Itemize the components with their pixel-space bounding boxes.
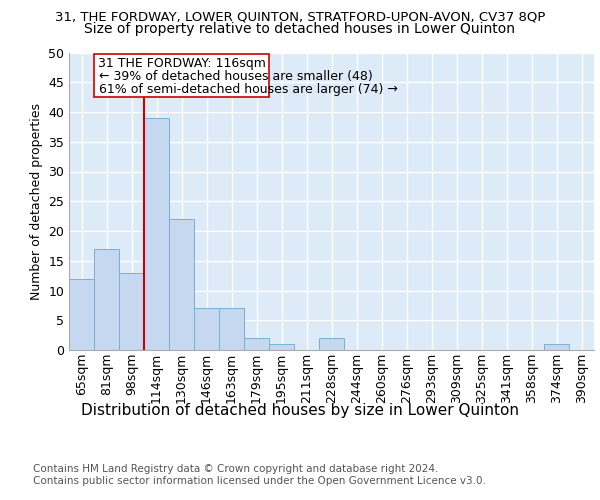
Text: 61% of semi-detached houses are larger (74) →: 61% of semi-detached houses are larger (… xyxy=(99,84,398,96)
Bar xyxy=(269,344,294,350)
Text: Size of property relative to detached houses in Lower Quinton: Size of property relative to detached ho… xyxy=(85,22,515,36)
Y-axis label: Number of detached properties: Number of detached properties xyxy=(29,103,43,300)
Bar xyxy=(144,118,169,350)
Bar xyxy=(94,54,269,97)
Bar xyxy=(94,249,119,350)
Text: 31, THE FORDWAY, LOWER QUINTON, STRATFORD-UPON-AVON, CV37 8QP: 31, THE FORDWAY, LOWER QUINTON, STRATFOR… xyxy=(55,10,545,23)
Text: Contains HM Land Registry data © Crown copyright and database right 2024.: Contains HM Land Registry data © Crown c… xyxy=(33,464,439,474)
Text: Contains public sector information licensed under the Open Government Licence v3: Contains public sector information licen… xyxy=(33,476,486,486)
Bar xyxy=(244,338,269,350)
Text: 31 THE FORDWAY: 116sqm: 31 THE FORDWAY: 116sqm xyxy=(98,58,265,70)
Bar xyxy=(219,308,244,350)
Text: Distribution of detached houses by size in Lower Quinton: Distribution of detached houses by size … xyxy=(81,402,519,417)
Bar xyxy=(194,308,219,350)
Bar xyxy=(544,344,569,350)
Bar xyxy=(69,278,94,350)
Text: ← 39% of detached houses are smaller (48): ← 39% of detached houses are smaller (48… xyxy=(99,70,373,84)
Bar xyxy=(319,338,344,350)
Bar xyxy=(119,272,144,350)
Bar xyxy=(169,219,194,350)
